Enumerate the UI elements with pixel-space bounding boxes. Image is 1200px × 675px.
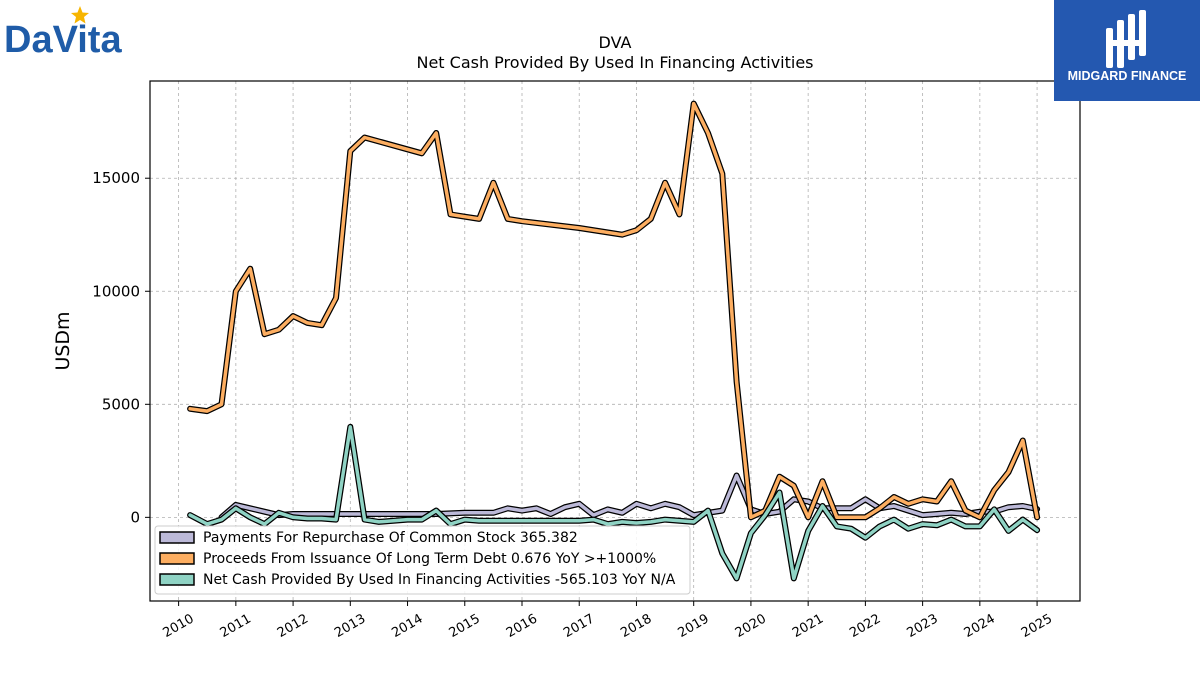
star-icon: [71, 6, 89, 24]
legend-swatch: [159, 552, 195, 565]
chart-subtitle: Net Cash Provided By Used In Financing A…: [416, 53, 813, 72]
series-2: [187, 423, 1041, 582]
y-tick-label: 0: [130, 508, 140, 526]
series-line: [188, 425, 1039, 581]
x-tick-label: 2017: [561, 611, 597, 641]
davita-logo-text: DaVita: [4, 19, 122, 60]
midgard-emblem-icon: [1106, 10, 1146, 68]
x-tick-label: 2016: [504, 611, 540, 641]
midgard-finance-logo: MIDGARD FINANCE: [1054, 0, 1200, 101]
x-tick-label: 2019: [676, 611, 712, 641]
x-tick-label: 2014: [389, 611, 425, 641]
y-tick-label: 15000: [92, 169, 140, 187]
x-tick-label: 2013: [332, 611, 368, 641]
legend-box: [154, 525, 691, 595]
series-0: [218, 472, 1041, 521]
legend-swatch: [159, 531, 195, 544]
series-lines: [187, 100, 1041, 582]
x-tick-label: 2018: [618, 611, 654, 641]
legend-swatch: [159, 573, 195, 586]
y-tick-label: 5000: [102, 395, 140, 413]
series-line: [188, 101, 1039, 520]
chart-title: DVA: [599, 33, 632, 52]
series-1: [187, 100, 1041, 521]
series-line-outline: [187, 100, 1041, 521]
legend: Payments For Repurchase Of Common Stock …: [154, 525, 691, 595]
y-tick-label: 10000: [92, 282, 140, 300]
x-tick-label: 2021: [790, 611, 826, 641]
legend-label: Net Cash Provided By Used In Financing A…: [203, 572, 676, 588]
x-tick-label: 2012: [275, 611, 311, 641]
x-tick-label: 2023: [904, 611, 940, 641]
plot-frame: [149, 80, 1081, 602]
y-axis-label: USDm: [52, 311, 74, 370]
x-tick-label: 2025: [1019, 611, 1055, 641]
x-tick-label: 2010: [160, 611, 196, 641]
x-axis-ticks: 2010 2011 2012 2013 2014 2015 2016 2017 2018 2019…: [160, 601, 1055, 641]
legend-label: Proceeds From Issuance Of Long Term Debt…: [203, 551, 656, 567]
davita-logo: DaVita: [2, 4, 142, 61]
midgard-logo-text: MIDGARD FINANCE: [1068, 69, 1187, 83]
x-tick-label: 2024: [962, 611, 998, 641]
x-tick-label: 2011: [218, 611, 254, 641]
series-line: [219, 473, 1039, 520]
legend-label: Payments For Repurchase Of Common Stock …: [203, 530, 578, 546]
x-tick-label: 2022: [847, 611, 883, 641]
x-tick-label: 2020: [733, 611, 769, 641]
y-axis-ticks: 0 5000 10000 15000: [92, 169, 150, 526]
x-tick-label: 2015: [447, 611, 483, 641]
